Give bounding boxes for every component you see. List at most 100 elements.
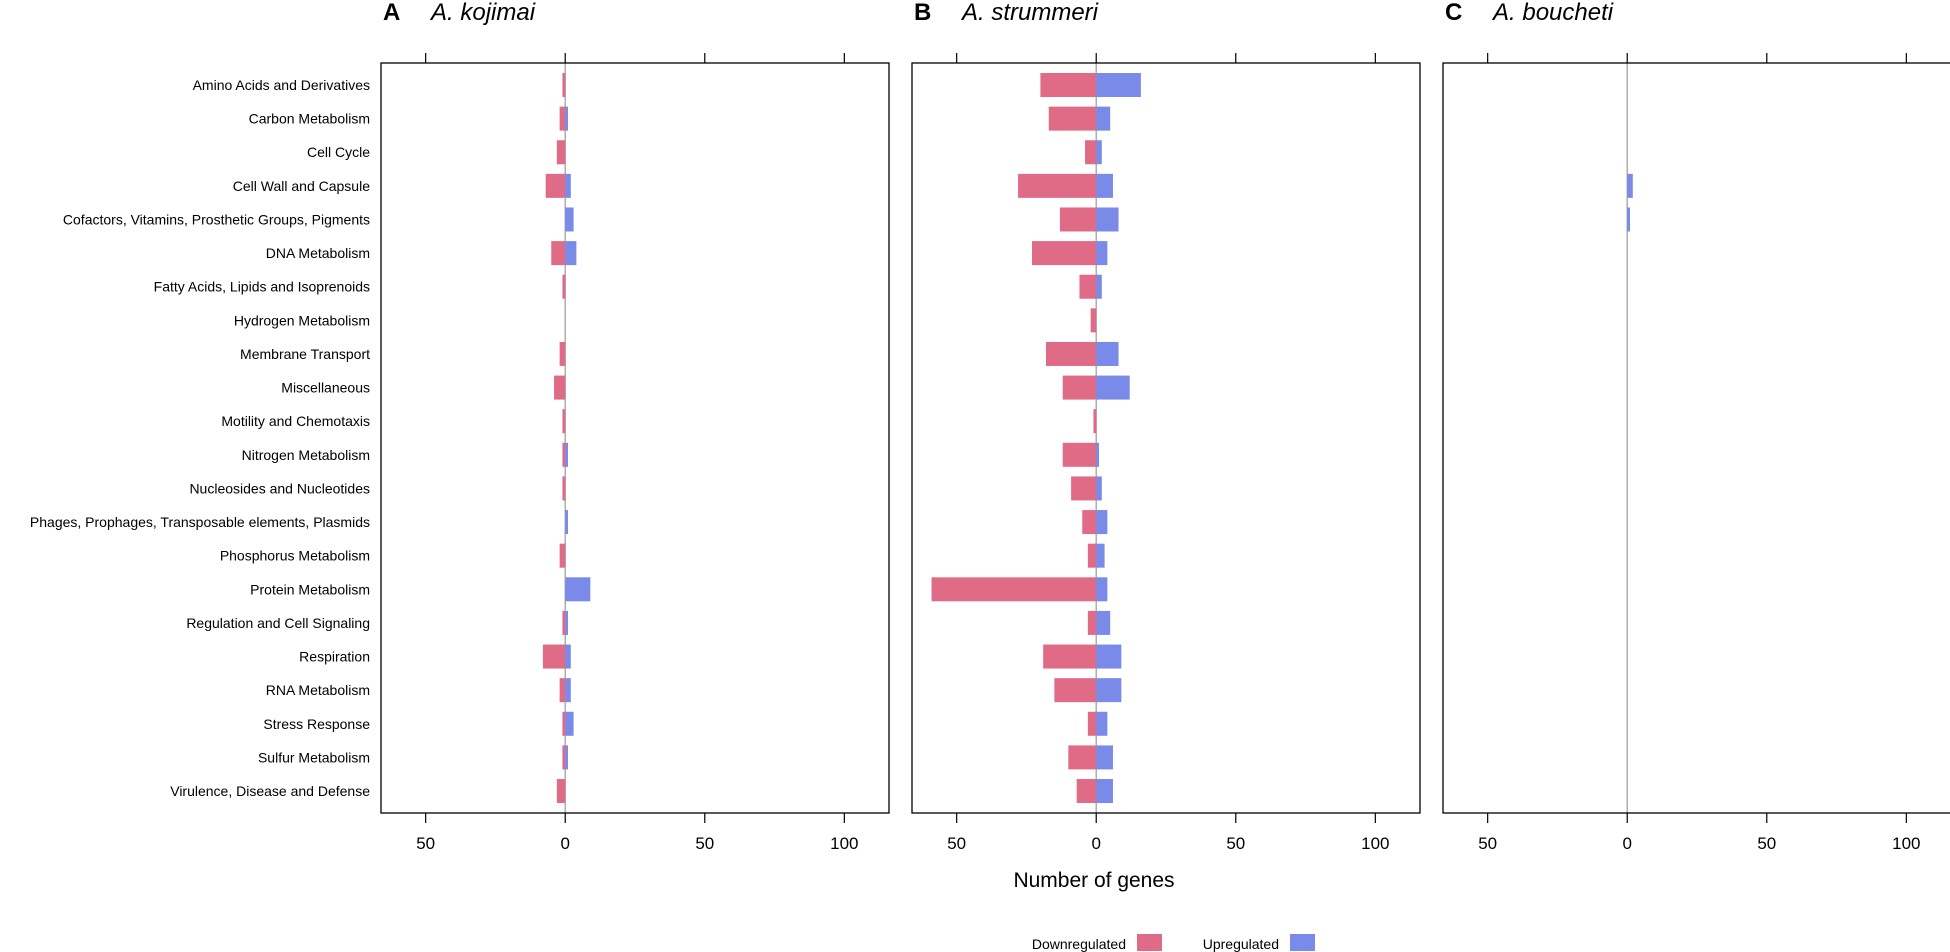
bar-up-protein-metabolism [565,577,591,602]
bar-down-hydrogen-metabolism [1090,308,1097,333]
category-label-membrane-transport: Membrane Transport [240,346,370,362]
category-label-protein-metabolism: Protein Metabolism [250,581,370,597]
legend-swatch-downregulated [1137,934,1162,951]
tick-label: 50 [416,834,435,853]
bar-down-phosphorus-metabolism [1087,543,1097,568]
bar-down-phages-prophages-transposable-elements-plasmids [1082,510,1097,535]
category-label-cell-wall-and-capsule: Cell Wall and Capsule [233,178,370,194]
bar-up-cell-wall-and-capsule [565,173,571,198]
bar-up-miscellaneous [1096,375,1130,400]
bar-up-cofactors-vitamins-prosthetic-groups-pigments [565,207,574,232]
category-label-sulfur-metabolism: Sulfur Metabolism [258,749,370,765]
bar-up-rna-metabolism [1096,678,1122,703]
category-label-virulence-disease-and-defense: Virulence, Disease and Defense [170,783,370,799]
panel-species-title: A. kojimai [429,0,536,26]
category-label-carbon-metabolism: Carbon Metabolism [249,111,370,127]
bar-down-phosphorus-metabolism [559,543,566,568]
bar-up-respiration [565,644,571,669]
bar-down-cofactors-vitamins-prosthetic-groups-pigments [1059,207,1097,232]
category-label-dna-metabolism: DNA Metabolism [266,245,370,261]
bar-up-cell-wall-and-capsule [1627,173,1633,198]
panel-a: A A. kojimai 50 0 50 100 [380,0,890,853]
legend-label-upregulated: Upregulated [1203,936,1279,952]
panel-species-title: A. strummeri [960,0,1099,26]
bar-down-virulence-disease-and-defense [1076,779,1097,804]
bar-down-regulation-and-cell-signaling [562,610,566,635]
x-axis-label: Number of genes [1013,869,1174,892]
bar-down-rna-metabolism [559,678,566,703]
category-label-amino-acids-and-derivatives: Amino Acids and Derivatives [193,77,370,93]
category-label-stress-response: Stress Response [263,716,370,732]
bar-down-sulfur-metabolism [562,745,566,770]
bar-up-phages-prophages-transposable-elements-plasmids [565,510,569,535]
bar-up-respiration [1096,644,1122,669]
category-label-regulation-and-cell-signaling: Regulation and Cell Signaling [186,615,370,631]
category-label-cofactors-vitamins-prosthetic-groups-pigments: Cofactors, Vitamins, Prosthetic Groups, … [63,211,370,227]
panel-letter: B [914,0,931,26]
bar-up-cell-cycle [1096,140,1102,165]
panel-frame [911,62,1421,814]
tick-label: 100 [1361,834,1389,853]
bar-up-cell-wall-and-capsule [1096,173,1113,198]
bar-up-sulfur-metabolism [565,745,569,770]
category-label-respiration: Respiration [299,649,370,665]
bar-down-carbon-metabolism [1048,106,1097,131]
category-label-miscellaneous: Miscellaneous [281,380,370,396]
bar-up-protein-metabolism [1096,577,1108,602]
bar-up-cofactors-vitamins-prosthetic-groups-pigments [1096,207,1119,232]
bar-down-cell-cycle [556,140,566,165]
bar-up-nitrogen-metabolism [1096,442,1100,467]
bar-up-nitrogen-metabolism [565,442,569,467]
tick-label: 50 [947,834,966,853]
bar-down-cell-wall-and-capsule [1018,173,1097,198]
tick-label: 50 [1757,834,1776,853]
bar-up-fatty-acids-lipids-and-isoprenoids [1096,274,1102,299]
panel-b: B A. strummeri 50 0 50 100 [911,0,1421,853]
legend: Downregulated Upregulated [1032,934,1315,952]
tick-label: 0 [1091,834,1100,853]
bar-up-amino-acids-and-derivatives [1096,73,1141,97]
bar-down-amino-acids-and-derivatives [1040,73,1097,97]
bar-down-cell-cycle [1085,140,1097,165]
category-label-phages-prophages-transposable-elements-plasmids: Phages, Prophages, Transposable elements… [30,514,370,530]
category-label-nitrogen-metabolism: Nitrogen Metabolism [242,447,370,463]
bar-down-dna-metabolism [551,241,566,266]
category-label-nucleosides-and-nucleotides: Nucleosides and Nucleotides [189,480,370,496]
bar-down-membrane-transport [559,341,566,366]
category-labels: Amino Acids and Derivatives Carbon Metabo… [30,77,370,799]
bar-down-virulence-disease-and-defense [556,779,566,804]
bar-down-amino-acids-and-derivatives [562,73,566,97]
bar-up-stress-response [1096,711,1108,736]
bar-up-virulence-disease-and-defense [1096,779,1113,804]
bar-down-respiration [1043,644,1097,669]
bar-up-rna-metabolism [565,678,571,703]
bar-down-nucleosides-and-nucleotides [1071,476,1097,501]
legend-swatch-upregulated [1290,934,1315,951]
panel-frame [1442,62,1950,814]
bar-up-dna-metabolism [1096,241,1108,266]
tick-label: 50 [1226,834,1245,853]
bar-up-stress-response [565,711,574,736]
category-label-cell-cycle: Cell Cycle [307,144,370,160]
bar-down-regulation-and-cell-signaling [1087,610,1097,635]
tick-label: 0 [560,834,569,853]
bar-up-nucleosides-and-nucleotides [1096,476,1102,501]
bar-down-nitrogen-metabolism [1062,442,1097,467]
bar-down-miscellaneous [1062,375,1097,400]
bar-down-carbon-metabolism [559,106,566,131]
panels: Amino Acids and Derivatives Carbon Metabo… [30,0,1950,853]
bar-up-membrane-transport [1096,341,1119,366]
panel-letter: C [1445,0,1462,26]
category-label-rna-metabolism: RNA Metabolism [266,682,370,698]
bar-down-cell-wall-and-capsule [545,173,566,198]
bar-down-stress-response [1087,711,1097,736]
bar-down-nitrogen-metabolism [562,442,566,467]
legend-label-downregulated: Downregulated [1032,936,1126,952]
bar-down-fatty-acids-lipids-and-isoprenoids [562,274,566,299]
bar-down-membrane-transport [1045,341,1097,366]
panel-letter: A [383,0,400,26]
bar-up-sulfur-metabolism [1096,745,1113,770]
category-label-hydrogen-metabolism: Hydrogen Metabolism [234,312,370,328]
bar-down-rna-metabolism [1054,678,1097,703]
